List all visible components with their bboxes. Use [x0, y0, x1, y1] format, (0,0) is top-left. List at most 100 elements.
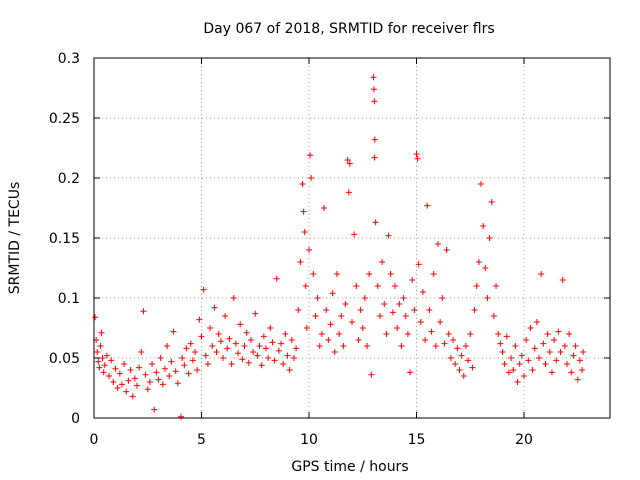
data-point: [525, 357, 532, 364]
data-point: [376, 313, 383, 319]
data-point: [204, 361, 211, 367]
data-point: [284, 352, 291, 359]
data-point: [166, 373, 173, 379]
data-point: [282, 331, 289, 337]
data-point: [536, 355, 543, 361]
data-point: [110, 379, 117, 385]
data-point: [531, 345, 538, 352]
data-point: [396, 301, 403, 307]
data-point: [271, 357, 278, 364]
data-point: [325, 337, 332, 343]
data-point: [241, 343, 248, 349]
data-point: [338, 313, 345, 319]
data-point: [333, 271, 340, 277]
data-point: [351, 231, 358, 238]
data-point: [366, 271, 373, 277]
data-point: [371, 136, 378, 143]
data-point: [101, 362, 108, 369]
data-point: [217, 338, 224, 345]
data-point: [385, 232, 392, 239]
y-tick-label: 0.2: [58, 171, 80, 187]
data-point: [275, 347, 282, 354]
data-point: [239, 356, 246, 363]
data-point: [447, 355, 454, 361]
data-point: [580, 349, 587, 355]
data-point: [103, 352, 110, 359]
data-point: [413, 151, 420, 157]
data-point: [125, 377, 132, 384]
data-point: [374, 283, 381, 289]
data-point: [127, 367, 134, 373]
data-point: [258, 362, 265, 369]
data-point: [161, 365, 168, 372]
data-point: [510, 367, 517, 373]
data-point: [213, 349, 220, 355]
data-point: [194, 367, 201, 373]
data-point: [265, 355, 272, 361]
data-point: [226, 335, 233, 342]
data-point: [478, 181, 484, 187]
data-point: [301, 229, 308, 235]
data-point: [561, 343, 568, 349]
data-point: [370, 74, 377, 81]
data-point: [314, 295, 321, 301]
data-point: [179, 355, 186, 361]
data-point: [92, 314, 99, 321]
data-point: [151, 406, 158, 413]
data-point: [419, 289, 426, 295]
y-axis-label: SRMTID / TECUs: [7, 182, 23, 295]
data-point: [108, 357, 115, 364]
data-point: [490, 313, 497, 319]
data-point: [516, 361, 523, 367]
data-point: [344, 157, 351, 163]
data-point: [140, 308, 147, 315]
data-point: [181, 362, 188, 369]
data-point: [134, 382, 140, 389]
data-point: [497, 340, 504, 347]
data-point: [564, 361, 570, 367]
data-point: [202, 352, 209, 359]
x-tick-label: 5: [197, 432, 206, 448]
data-point: [146, 379, 153, 385]
data-point: [572, 343, 579, 349]
chart-title: Day 067 of 2018, SRMTID for receiver flr…: [203, 21, 494, 37]
data-point: [574, 376, 581, 383]
data-point: [99, 355, 106, 361]
data-point: [465, 357, 472, 364]
data-point: [230, 295, 237, 301]
data-point: [95, 358, 102, 365]
data-point: [389, 309, 396, 316]
data-point: [189, 357, 196, 364]
data-point: [288, 337, 295, 343]
data-point: [364, 343, 371, 349]
data-point: [542, 361, 549, 367]
data-point: [98, 329, 105, 336]
data-point: [404, 331, 411, 337]
data-point: [340, 343, 347, 349]
data-point: [170, 328, 177, 335]
data-point: [142, 371, 149, 378]
data-point: [198, 333, 205, 340]
data-point: [336, 331, 343, 337]
data-point: [372, 219, 379, 226]
data-point: [207, 325, 214, 331]
data-point: [359, 325, 366, 331]
data-point: [155, 376, 162, 383]
data-point: [159, 381, 166, 388]
data-point: [269, 339, 276, 346]
data-point: [361, 295, 368, 301]
data-point: [469, 364, 476, 371]
x-tick-label: 15: [408, 432, 426, 448]
data-point: [138, 349, 145, 355]
data-point: [555, 328, 562, 335]
data-point: [316, 343, 323, 349]
data-point: [488, 199, 495, 205]
data-point: [355, 337, 362, 343]
data-point: [371, 154, 378, 161]
data-point: [422, 337, 429, 343]
data-point: [306, 247, 312, 253]
data-point: [172, 368, 179, 375]
data-point: [144, 386, 151, 393]
data-point: [342, 301, 349, 307]
